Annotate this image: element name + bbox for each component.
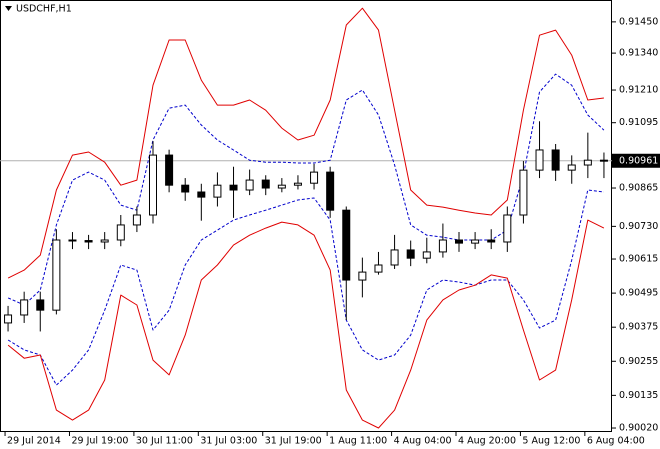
x-tick-label: 31 Jul 03:00: [200, 436, 257, 447]
candle-body: [342, 209, 351, 281]
last-price-label: 0.90961: [619, 155, 658, 166]
candle-body: [374, 264, 383, 273]
x-tick-label: 29 Jul 19:00: [71, 436, 128, 447]
band-line: [7, 7, 604, 279]
candle-body: [551, 149, 560, 171]
candle-body: [181, 184, 190, 193]
y-tick-label: 0.90375: [619, 322, 658, 333]
y-tick-label: 0.91095: [619, 117, 658, 128]
y-tick-label: 0.90255: [619, 356, 658, 367]
x-tick-label: 1 Aug 11:00: [329, 436, 387, 447]
candle-body: [52, 239, 61, 311]
candle-body: [116, 224, 125, 241]
candle-body: [229, 184, 238, 191]
candle-body: [487, 239, 496, 243]
candle-body: [519, 169, 528, 216]
candle-body: [326, 171, 335, 211]
candle-body: [310, 171, 319, 184]
candle-body: [261, 179, 270, 189]
candle-body: [471, 239, 480, 244]
candle-body: [567, 164, 576, 171]
candle-body: [245, 179, 254, 191]
candle-body: [455, 239, 463, 244]
band-line: [7, 189, 604, 386]
y-tick-label: 0.91450: [619, 16, 658, 27]
candle-body: [149, 154, 157, 216]
chart-title: USDCHF,H1: [16, 4, 72, 15]
y-tick-label: 0.90020: [619, 423, 658, 434]
y-tick-label: 0.90135: [619, 390, 658, 401]
candle-body: [36, 299, 45, 311]
y-tick-label: 0.90615: [619, 254, 658, 265]
candle-body: [390, 249, 399, 266]
candle-body: [406, 249, 415, 259]
y-tick-label: 0.90495: [619, 288, 658, 299]
candle-body: [438, 239, 447, 253]
candle-body: [84, 240, 93, 243]
candle-body: [68, 239, 77, 242]
menu-triangle: [5, 6, 12, 11]
last-price-box: [612, 153, 660, 168]
plot-frame: [0, 0, 612, 432]
x-tick-label: 4 Aug 04:00: [394, 436, 452, 447]
x-tick-label: 30 Jul 11:00: [136, 436, 193, 447]
candle-body: [165, 154, 174, 186]
candle-body: [213, 184, 222, 198]
x-tick-label: 5 Aug 12:00: [522, 436, 580, 447]
candle-body: [293, 182, 302, 186]
candle-body: [4, 314, 13, 324]
candle-body: [599, 159, 608, 162]
candle-body: [422, 251, 431, 259]
x-tick-label: 29 Jul 2014: [7, 436, 61, 447]
candle-body: [20, 299, 29, 316]
x-tick-label: 31 Jul 19:00: [265, 436, 322, 447]
candle-body: [197, 191, 206, 198]
candle-body: [535, 149, 544, 171]
y-tick-label: 0.90865: [619, 183, 658, 194]
x-tick-label: 6 Aug 04:00: [587, 436, 645, 447]
y-tick-label: 0.90730: [619, 221, 658, 232]
candle-body: [277, 184, 286, 189]
candle-body: [100, 239, 109, 243]
candle-body: [358, 271, 367, 281]
x-tick-label: 4 Aug 20:00: [458, 436, 516, 447]
y-tick-label: 0.91210: [619, 85, 658, 96]
band-line: [7, 219, 605, 429]
candle-body: [132, 214, 141, 226]
y-tick-label: 0.91340: [619, 48, 658, 59]
candle-body: [583, 159, 592, 166]
candle-body: [503, 214, 512, 243]
